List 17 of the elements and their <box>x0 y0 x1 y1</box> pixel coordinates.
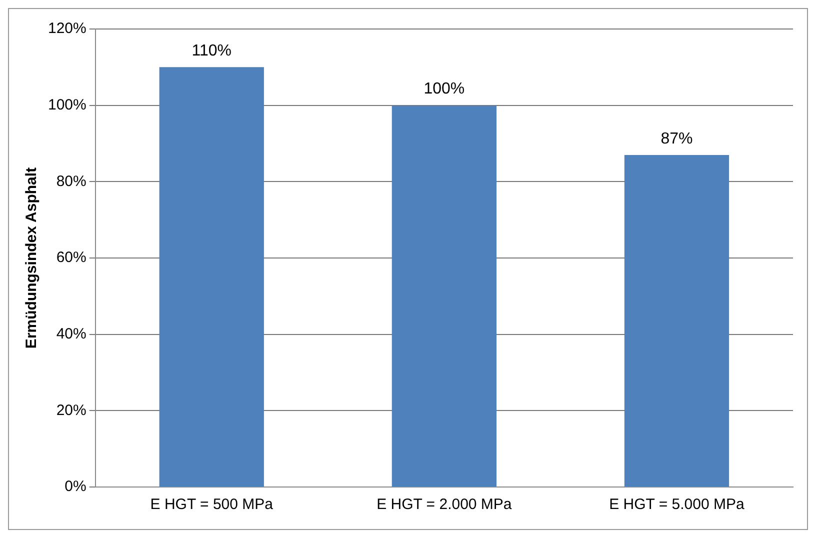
x-tick-label: E HGT = 500 MPa <box>150 496 274 514</box>
data-label: 87% <box>660 130 693 148</box>
y-tick-label: 60% <box>56 249 86 266</box>
bar <box>392 105 497 486</box>
y-tick-label: 20% <box>56 402 86 419</box>
x-tick-label: E HGT = 5.000 MPa <box>609 496 745 514</box>
y-tick-label: 100% <box>48 96 86 114</box>
data-label: 100% <box>424 80 465 98</box>
y-tick-label: 120% <box>48 20 86 38</box>
bar <box>159 67 264 486</box>
y-tick-label: 80% <box>56 172 86 190</box>
bar <box>624 154 730 486</box>
y-tick-label: 0% <box>64 478 86 496</box>
y-tick-label: 40% <box>56 325 86 342</box>
y-axis-title: Ermüdungsindex Asphalt <box>23 167 40 349</box>
data-label: 110% <box>192 42 232 60</box>
x-tick-label: E HGT = 2.000 MPa <box>376 496 512 514</box>
